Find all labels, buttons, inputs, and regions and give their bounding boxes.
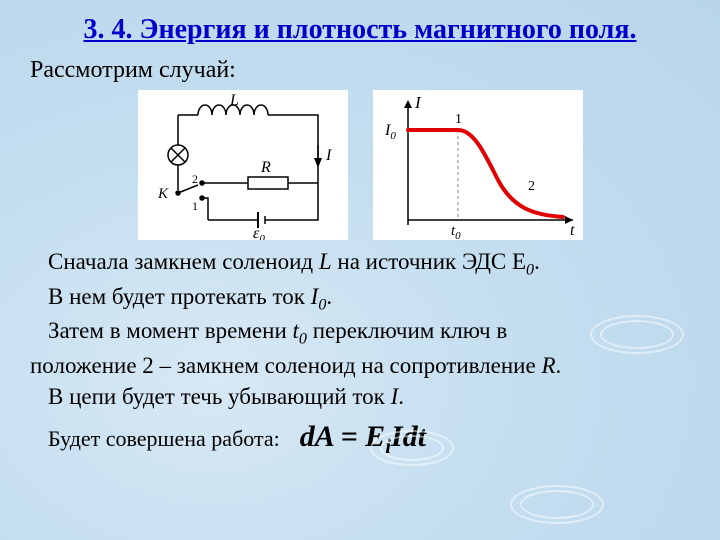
para-3: Затем в момент времени t0 переключим клю…: [30, 317, 690, 350]
circuit-diagram: L I R K 1 2 ε0: [138, 90, 348, 240]
para-5: В цепи будет течь убывающий ток I.: [30, 383, 690, 412]
graph-svg: I t I0 t0 1 2: [373, 90, 583, 240]
graph-label-2: 2: [528, 179, 535, 194]
diagrams-row: L I R K 1 2 ε0: [30, 90, 690, 240]
section-title: 3. 4. Энергия и плотность магнитного пол…: [30, 12, 690, 47]
formula-line: Будет совершена работа: dA = ЕiIdt: [30, 418, 690, 459]
circuit-svg: L I R K 1 2 ε0: [138, 90, 348, 240]
para-4: положение 2 – замкнем соленоид на сопрот…: [30, 352, 690, 381]
label-K: K: [157, 186, 169, 202]
body-text: Сначала замкнем соленоид L на источник Э…: [30, 248, 690, 459]
graph-label-1: 1: [455, 112, 462, 127]
formula-label: Будет совершена работа:: [30, 425, 280, 453]
label-emf: ε0: [253, 225, 265, 240]
para-2: В нем будет протекать ток I0.: [30, 283, 690, 316]
label-t0: t0: [451, 223, 461, 240]
decay-graph: I t I0 t0 1 2: [373, 90, 583, 240]
axis-t: t: [570, 222, 575, 239]
label-pos2: 2: [192, 172, 198, 186]
formula: dA = ЕiIdt: [300, 418, 426, 459]
label-pos1: 1: [192, 199, 198, 213]
label-R: R: [260, 159, 271, 176]
para-1: Сначала замкнем соленоид L на источник Э…: [30, 248, 690, 281]
axis-I: I: [414, 93, 422, 112]
intro-text: Рассмотрим случай:: [30, 57, 690, 84]
label-L: L: [229, 92, 239, 109]
label-I0: I0: [384, 122, 396, 142]
ripple-decoration: [520, 490, 594, 519]
label-I: I: [325, 147, 332, 164]
ripple-decoration: [510, 485, 604, 524]
